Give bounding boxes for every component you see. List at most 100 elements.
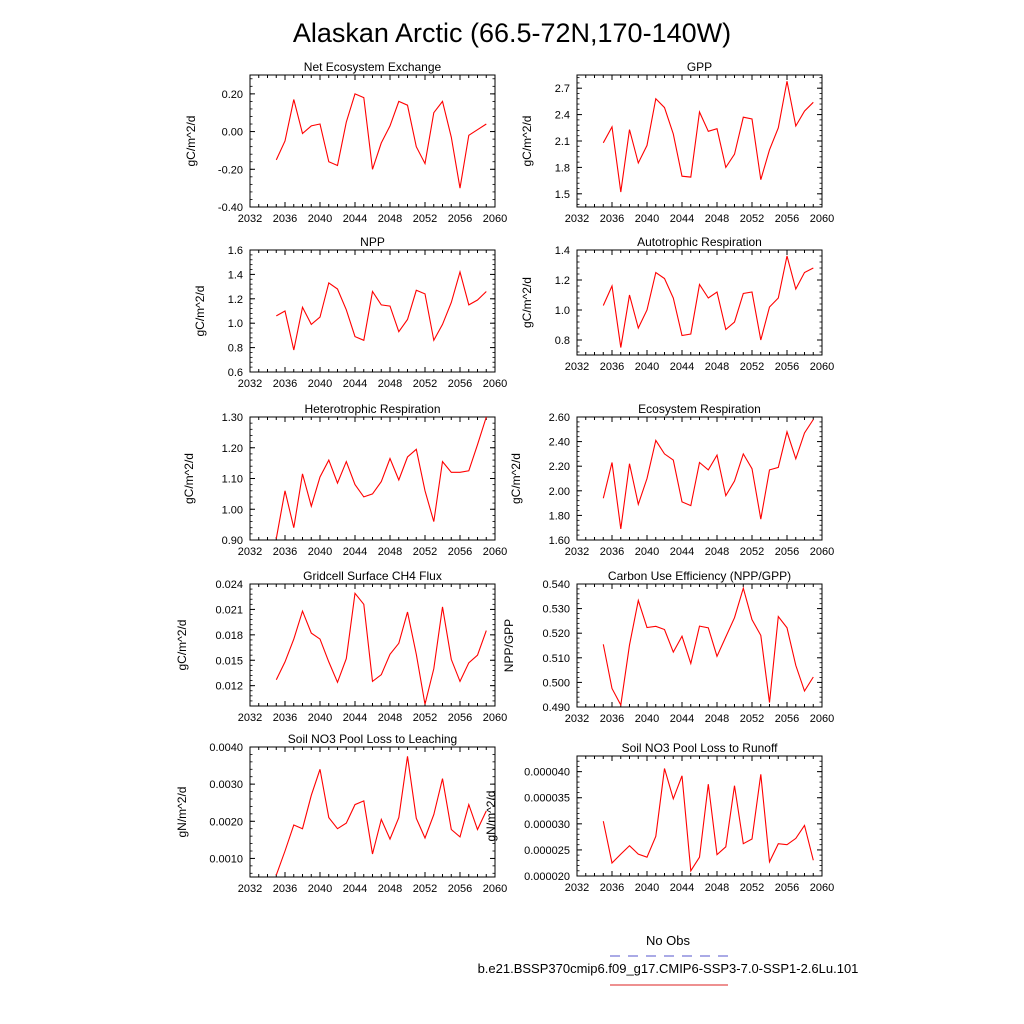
x-tick-label: 2060 [810,213,834,225]
y-axis-label: gC/m^2/d [182,453,196,504]
y-tick-label: 1.2 [228,294,243,306]
x-tick-label: 2048 [378,883,402,895]
y-axis-label: gC/m^2/d [520,116,534,167]
y-tick-label: 0.530 [542,604,570,616]
x-tick-label: 2040 [308,883,332,895]
y-tick-label: 0.018 [215,630,243,642]
panel-7: Carbon Use Efficiency (NPP/GPP) NPP/GPP 20… [502,569,834,725]
x-tick-label: 2060 [483,712,507,724]
x-tick-label: 2044 [343,883,367,895]
x-tick-label: 2036 [273,546,297,558]
x-tick-label: 2036 [273,213,297,225]
x-tick-label: 2036 [600,361,624,373]
y-tick-label: 1.2 [555,275,570,287]
y-tick-label: 1.4 [555,245,570,257]
x-tick-label: 2032 [238,378,262,390]
x-tick-label: 2048 [378,213,402,225]
y-tick-label: 1.0 [228,318,243,330]
x-tick-label: 2032 [238,213,262,225]
x-tick-label: 2036 [273,883,297,895]
x-tick-label: 2056 [775,882,799,894]
y-tick-label: 0.015 [215,655,243,667]
x-tick-label: 2036 [600,882,624,894]
x-tick-label: 2048 [378,712,402,724]
x-tick-label: 2056 [775,713,799,725]
series-line [602,586,814,707]
plot-frame [249,416,496,541]
y-tick-label: 2.7 [555,83,570,95]
panel-0: Net Ecosystem Exchange gC/m^2/d 2032 2036 20… [184,60,507,225]
x-tick-label: 2056 [448,213,472,225]
y-axis-label: gC/m^2/d [193,286,207,337]
y-tick-label: 2.4 [555,110,570,122]
y-axis-label: gC/m^2/d [184,116,198,167]
x-tick-label: 2044 [670,361,694,373]
y-tick-label: 1.4 [228,269,243,281]
plot-frame [249,249,496,373]
x-tick-label: 2060 [483,378,507,390]
x-tick-label: 2056 [775,546,799,558]
series-line [602,768,814,873]
panel-title: Heterotrophic Respiration [304,402,440,416]
series-line [276,269,487,351]
x-tick-label: 2032 [565,882,589,894]
y-tick-label: 1.80 [549,510,570,522]
y-tick-label: 0.0020 [209,816,243,828]
panel-title: Soil NO3 Pool Loss to Leaching [288,732,457,746]
plot-frame [576,583,823,708]
y-tick-label: 0.000025 [524,845,570,857]
y-tick-label: 0.000020 [524,871,570,883]
x-tick-label: 2032 [565,213,589,225]
x-tick-label: 2052 [413,378,437,390]
panel-title: Carbon Use Efficiency (NPP/GPP) [608,569,791,583]
x-tick-label: 2040 [635,546,659,558]
x-tick-label: 2036 [273,712,297,724]
x-tick-label: 2044 [670,882,694,894]
x-tick-label: 2040 [308,213,332,225]
y-tick-label: 0.510 [542,653,570,665]
x-tick-label: 2040 [308,712,332,724]
y-tick-label: 2.00 [549,486,570,498]
x-tick-label: 2032 [238,712,262,724]
x-tick-label: 2052 [740,882,764,894]
y-tick-label: 0.8 [228,343,243,355]
y-tick-label: 1.8 [555,162,570,174]
y-tick-label: 0.540 [542,579,570,591]
panel-title: GPP [687,60,712,74]
y-tick-label: 1.5 [555,189,570,201]
series-line [275,756,487,876]
y-tick-label: 0.024 [215,579,243,591]
y-axis-label: gN/m^2/d [484,791,498,842]
x-tick-label: 2040 [635,713,659,725]
x-tick-label: 2052 [413,546,437,558]
panel-title: NPP [360,235,385,249]
x-tick-label: 2048 [378,546,402,558]
x-tick-label: 2044 [343,546,367,558]
panel-title: Gridcell Surface CH4 Flux [303,569,442,583]
x-tick-label: 2044 [343,378,367,390]
y-tick-label: 0.000040 [524,767,570,779]
series-line [275,93,487,189]
x-tick-label: 2044 [670,713,694,725]
x-tick-label: 2048 [705,882,729,894]
y-tick-label: 2.1 [555,136,570,148]
x-tick-label: 2040 [308,546,332,558]
panel-9: Soil NO3 Pool Loss to Runoff gN/m^2/d 2032… [484,741,834,894]
plot-frame [249,746,496,878]
series-line [275,416,487,539]
y-tick-label: 0.20 [222,89,243,101]
x-tick-label: 2048 [705,213,729,225]
panel-title: Net Ecosystem Exchange [304,60,442,74]
plot-frame [249,583,496,707]
x-tick-label: 2036 [600,713,624,725]
series-line [602,419,814,529]
x-tick-label: 2040 [635,361,659,373]
x-tick-label: 2060 [810,546,834,558]
y-tick-label: 0.0040 [209,742,243,754]
y-axis-label: gC/m^2/d [520,277,534,328]
x-tick-label: 2032 [565,713,589,725]
x-tick-label: 2056 [448,546,472,558]
x-tick-label: 2052 [740,213,764,225]
y-tick-label: 0.0010 [209,853,243,865]
